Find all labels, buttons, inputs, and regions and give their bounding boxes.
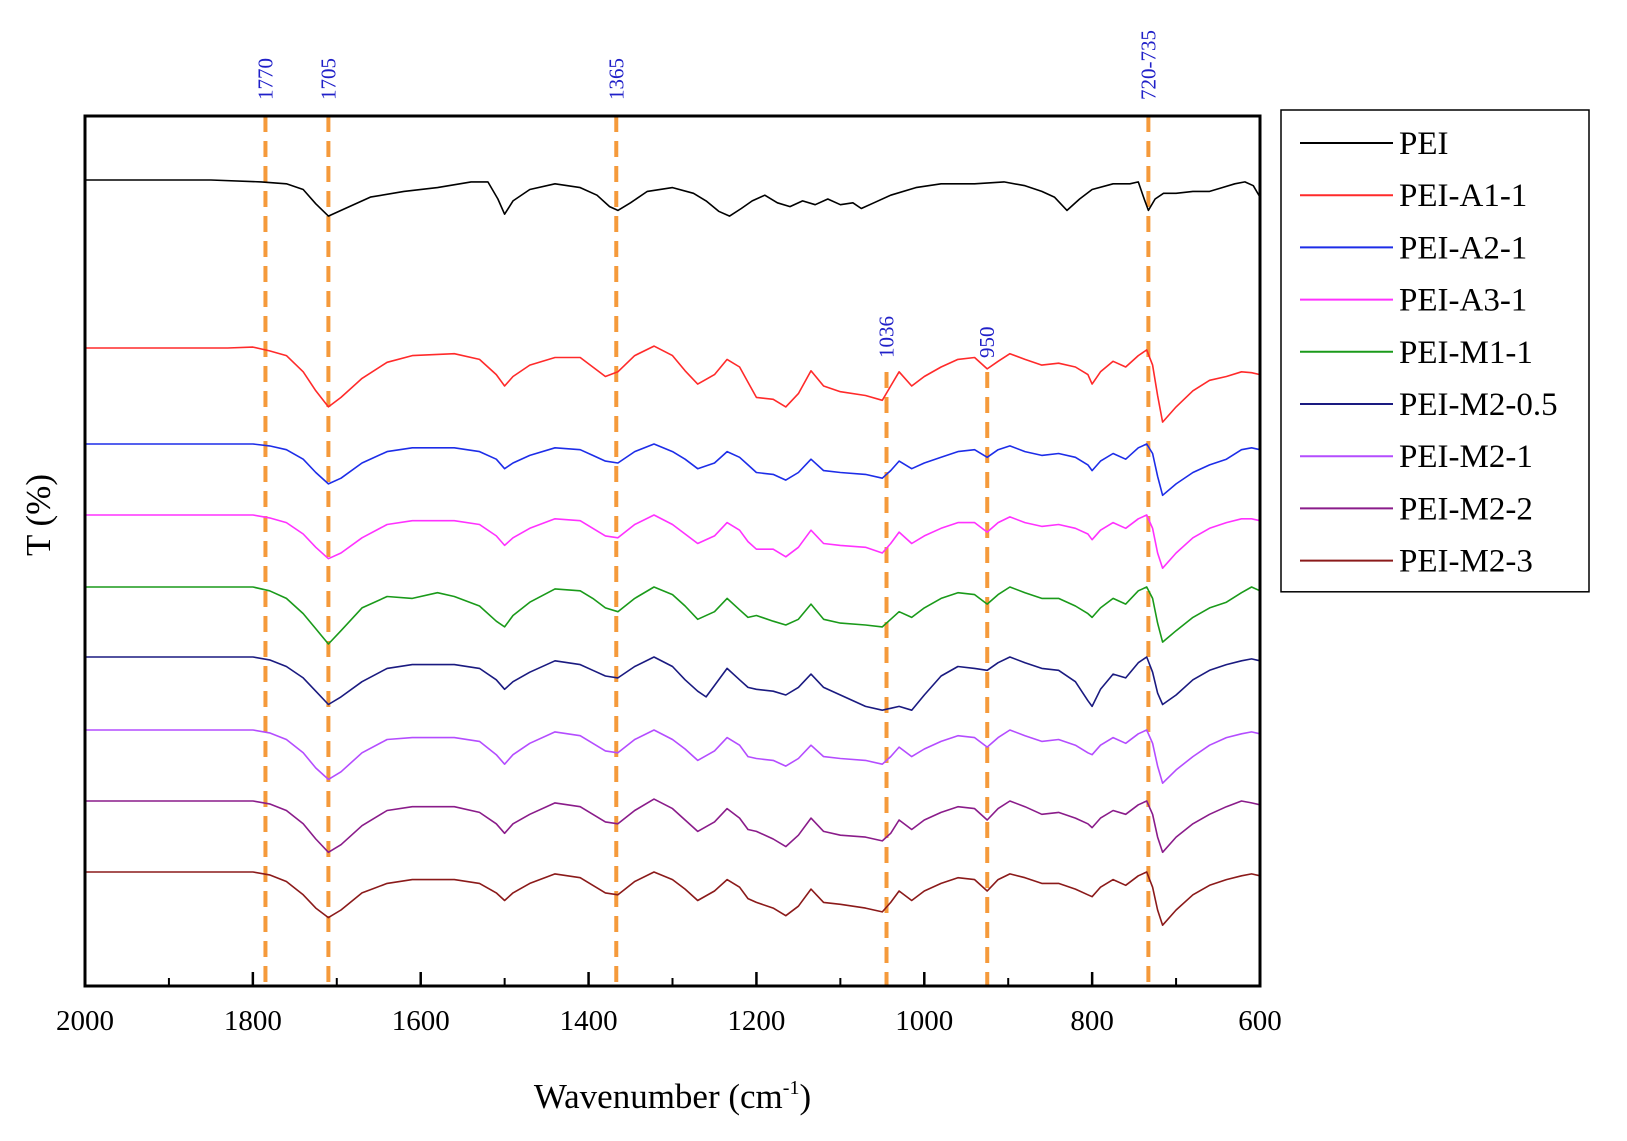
series-line bbox=[85, 179, 1261, 217]
x-axis-title-main: Wavenumber (cm bbox=[534, 1077, 783, 1116]
x-tick-label: 1400 bbox=[560, 1005, 618, 1037]
reference-line-label: 1705 bbox=[316, 58, 340, 100]
legend: PEI PEI-A1-1 PEI-A2-1 PEI-A3-1 PEI-M1-1 PEI-M… bbox=[1280, 109, 1590, 593]
legend-label: PEI bbox=[1399, 126, 1449, 162]
legend-label: PEI-M2-1 bbox=[1399, 439, 1533, 475]
legend-label: PEI-M2-3 bbox=[1399, 544, 1533, 580]
legend-label: PEI-M2-0.5 bbox=[1399, 387, 1558, 423]
legend-items: PEI PEI-A1-1 PEI-A2-1 PEI-A3-1 PEI-M1-1 PEI-M… bbox=[1300, 126, 1558, 580]
series-line bbox=[85, 586, 1261, 645]
series-line bbox=[85, 514, 1261, 570]
x-tick-label: 1000 bbox=[895, 1005, 953, 1037]
x-axis-ticks bbox=[83, 972, 1262, 986]
x-tick-label: 1600 bbox=[392, 1005, 450, 1037]
x-tick-label: 2000 bbox=[56, 1005, 114, 1037]
x-axis-tick-labels: 2000 1800 1600 1400 1200 1000 800 600 bbox=[56, 1005, 1282, 1037]
x-axis-title-superscript: -1 bbox=[783, 1077, 800, 1099]
x-axis-title-suffix: ) bbox=[799, 1077, 811, 1116]
series-line bbox=[85, 345, 1261, 423]
series-line bbox=[85, 871, 1261, 927]
y-axis-title: T (%) bbox=[19, 474, 58, 556]
series-group bbox=[85, 179, 1261, 927]
series-line bbox=[85, 443, 1261, 497]
reference-line-label: 1036 bbox=[875, 316, 899, 358]
x-tick-label: 1200 bbox=[727, 1005, 785, 1037]
reference-line-label: 720-735 bbox=[1136, 30, 1160, 100]
plot-frame bbox=[83, 114, 1262, 988]
reference-lines bbox=[263, 116, 1151, 986]
reference-line-labels: 1770 1705 1365 1036 950 720-735 bbox=[253, 30, 1160, 358]
x-tick-label: 1800 bbox=[224, 1005, 282, 1037]
reference-line-label: 1365 bbox=[604, 58, 628, 100]
legend-label: PEI-A1-1 bbox=[1399, 178, 1527, 214]
series-line bbox=[85, 798, 1261, 854]
legend-label: PEI-A3-1 bbox=[1399, 283, 1527, 319]
x-axis-title: Wavenumber (cm-1) bbox=[534, 1077, 811, 1116]
legend-label: PEI-M1-1 bbox=[1399, 335, 1533, 371]
legend-label: PEI-M2-2 bbox=[1399, 491, 1533, 527]
legend-label: PEI-A2-1 bbox=[1399, 230, 1527, 266]
x-tick-label: 800 bbox=[1070, 1005, 1114, 1037]
x-tick-label: 600 bbox=[1238, 1005, 1282, 1037]
series-line bbox=[85, 729, 1261, 785]
series-line bbox=[85, 656, 1261, 712]
reference-line-label: 950 bbox=[975, 326, 999, 358]
reference-line-label: 1770 bbox=[253, 58, 277, 100]
